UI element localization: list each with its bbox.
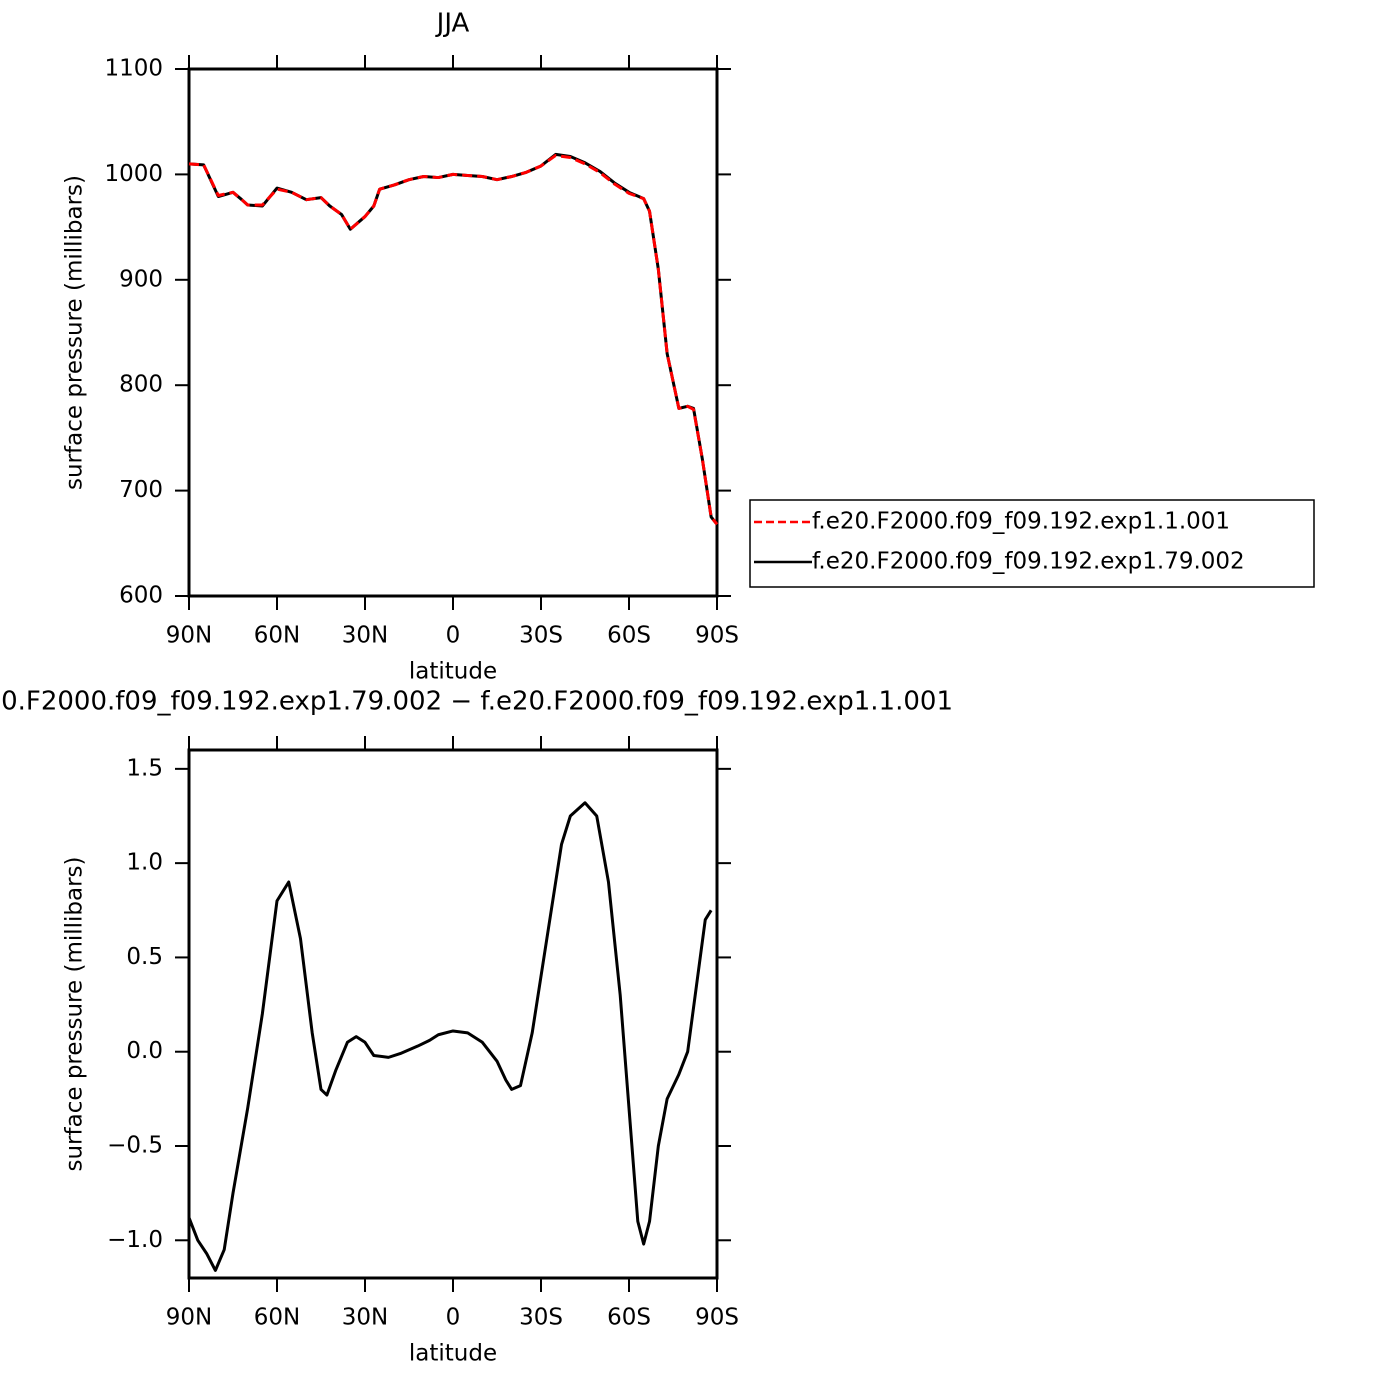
chart-title: f.e20.F2000.f09_f09.192.exp1.79.002 − f.… xyxy=(0,687,953,717)
x-tick-label: 30S xyxy=(519,623,563,649)
x-tick-label: 60N xyxy=(254,1305,300,1331)
legend-label: f.e20.F2000.f09_f09.192.exp1.1.001 xyxy=(812,509,1230,535)
x-tick-label: 30N xyxy=(342,623,388,649)
plot-frame xyxy=(187,748,719,1280)
x-axis-label: latitude xyxy=(409,1341,497,1367)
y-axis-label: surface pressure (millibars) xyxy=(62,856,88,1171)
y-tick-label: 1000 xyxy=(104,161,163,187)
legend-box xyxy=(749,499,1315,588)
legend-label: f.e20.F2000.f09_f09.192.exp1.79.002 xyxy=(812,549,1245,575)
y-tick-label: 1100 xyxy=(104,56,163,82)
data-line xyxy=(188,153,719,526)
y-tick-label: 900 xyxy=(119,266,163,292)
data-line xyxy=(187,801,713,1272)
x-tick-label: 0 xyxy=(446,1305,461,1331)
x-tick-label: 60S xyxy=(607,1305,651,1331)
x-tick-label: 60S xyxy=(607,623,651,649)
chart-title: JJA xyxy=(435,9,470,39)
y-tick-label: −1.0 xyxy=(107,1227,163,1253)
plot-frame xyxy=(187,67,719,598)
x-axis-label: latitude xyxy=(409,659,497,685)
x-tick-label: 30S xyxy=(519,1305,563,1331)
y-axis-label: surface pressure (millibars) xyxy=(62,175,88,490)
x-tick-label: 30N xyxy=(342,1305,388,1331)
y-tick-label: −0.5 xyxy=(107,1133,163,1159)
data-line xyxy=(188,152,719,526)
x-tick-label: 0 xyxy=(446,623,461,649)
y-tick-label: 700 xyxy=(119,477,163,503)
y-tick-label: 1.0 xyxy=(126,850,163,876)
y-tick-label: 600 xyxy=(119,583,163,609)
x-tick-label: 90S xyxy=(695,1305,739,1331)
y-tick-label: 800 xyxy=(119,372,163,398)
y-tick-label: 0.0 xyxy=(126,1038,163,1064)
x-tick-label: 90N xyxy=(166,623,212,649)
y-tick-label: 1.5 xyxy=(126,755,163,781)
x-tick-label: 90S xyxy=(695,623,739,649)
x-tick-label: 90N xyxy=(166,1305,212,1331)
x-tick-label: 60N xyxy=(254,623,300,649)
y-tick-label: 0.5 xyxy=(126,944,163,970)
